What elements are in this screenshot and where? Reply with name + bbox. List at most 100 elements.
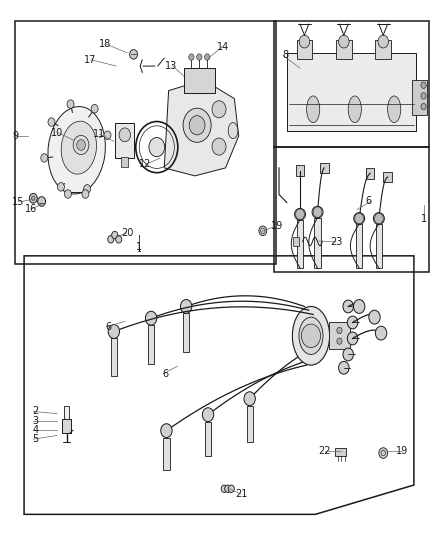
Circle shape: [32, 196, 35, 200]
Circle shape: [299, 35, 310, 48]
Circle shape: [343, 300, 353, 313]
Circle shape: [353, 300, 365, 313]
Circle shape: [91, 104, 98, 113]
Bar: [205, 422, 211, 456]
Circle shape: [343, 348, 353, 361]
Circle shape: [374, 213, 383, 224]
Bar: [184, 68, 215, 93]
Ellipse shape: [292, 306, 329, 365]
Text: 12: 12: [139, 159, 151, 169]
Ellipse shape: [353, 213, 364, 224]
Circle shape: [119, 128, 131, 142]
Bar: [335, 448, 346, 456]
Bar: [375, 40, 391, 59]
Bar: [274, 21, 429, 147]
Ellipse shape: [48, 107, 106, 194]
Circle shape: [29, 193, 37, 203]
Circle shape: [347, 332, 358, 345]
Text: 19: 19: [271, 221, 283, 231]
Circle shape: [202, 408, 214, 422]
Bar: [247, 406, 253, 442]
Ellipse shape: [373, 213, 385, 224]
Circle shape: [84, 184, 91, 193]
Circle shape: [355, 213, 364, 224]
Circle shape: [421, 93, 426, 99]
Bar: [293, 237, 299, 246]
Circle shape: [108, 236, 114, 243]
Circle shape: [301, 324, 321, 348]
Circle shape: [225, 485, 231, 492]
Circle shape: [339, 361, 349, 374]
Text: 17: 17: [84, 55, 96, 64]
Text: 1: 1: [421, 214, 427, 223]
Circle shape: [41, 154, 48, 162]
Circle shape: [212, 101, 226, 118]
Bar: [163, 438, 170, 470]
Bar: [296, 165, 304, 176]
Text: 18: 18: [99, 39, 112, 49]
Circle shape: [197, 54, 202, 60]
Bar: [320, 163, 328, 173]
Bar: [336, 40, 352, 59]
Polygon shape: [164, 80, 239, 176]
Text: 6: 6: [106, 322, 112, 332]
Bar: [297, 40, 312, 59]
Ellipse shape: [307, 96, 320, 123]
Circle shape: [48, 118, 55, 126]
Bar: [115, 123, 134, 158]
Bar: [412, 80, 427, 115]
Text: 22: 22: [318, 447, 331, 456]
Circle shape: [259, 226, 267, 236]
Circle shape: [189, 54, 194, 60]
Circle shape: [212, 138, 226, 155]
Circle shape: [421, 103, 426, 110]
Circle shape: [57, 183, 64, 191]
Circle shape: [244, 392, 255, 406]
Text: 1: 1: [136, 242, 142, 252]
Bar: [287, 53, 416, 131]
Text: 14: 14: [217, 42, 229, 52]
Ellipse shape: [294, 208, 306, 220]
Ellipse shape: [61, 121, 96, 174]
Bar: [383, 172, 392, 182]
Text: 2: 2: [32, 407, 39, 416]
Text: 16: 16: [25, 204, 37, 214]
Bar: [328, 322, 350, 349]
Circle shape: [337, 338, 342, 344]
Text: 8: 8: [282, 51, 288, 60]
Circle shape: [180, 300, 192, 313]
Bar: [314, 218, 321, 268]
Circle shape: [296, 209, 304, 220]
Bar: [62, 419, 71, 433]
Text: 6: 6: [162, 369, 169, 378]
Text: 5: 5: [32, 434, 39, 444]
Circle shape: [67, 100, 74, 108]
Bar: [297, 220, 303, 268]
Bar: [274, 147, 429, 272]
Circle shape: [221, 485, 227, 492]
Bar: [15, 21, 276, 264]
Text: 6: 6: [366, 197, 372, 206]
Text: 4: 4: [32, 425, 39, 434]
Circle shape: [145, 311, 157, 325]
Text: 15: 15: [12, 197, 24, 207]
Circle shape: [82, 190, 89, 198]
Circle shape: [38, 197, 46, 206]
Bar: [366, 168, 374, 179]
Text: 3: 3: [32, 416, 39, 425]
Text: 13: 13: [165, 61, 177, 70]
Circle shape: [378, 35, 389, 48]
Ellipse shape: [312, 206, 323, 218]
Bar: [111, 338, 117, 376]
Circle shape: [375, 326, 387, 340]
Bar: [183, 313, 189, 352]
Bar: [356, 224, 362, 268]
Text: 11: 11: [93, 130, 105, 139]
Circle shape: [313, 207, 322, 217]
Text: 21: 21: [236, 489, 248, 499]
Ellipse shape: [348, 96, 361, 123]
Circle shape: [347, 316, 358, 329]
Text: 19: 19: [396, 447, 409, 456]
Circle shape: [104, 131, 111, 140]
Circle shape: [161, 424, 172, 438]
